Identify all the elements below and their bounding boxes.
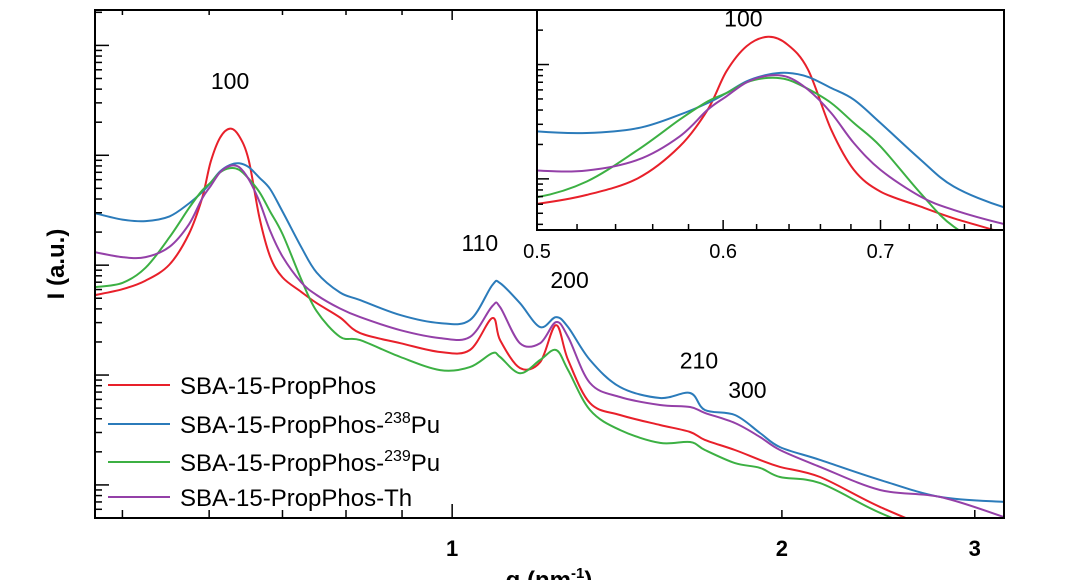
inset-plot-area — [537, 35, 1004, 230]
peak-label-200: 200 — [550, 267, 588, 293]
peak-label-300: 300 — [728, 377, 766, 403]
peak-label-110: 110 — [462, 230, 499, 256]
legend-label-2: SBA-15-PropPhos-239Pu — [180, 448, 440, 477]
x-axis-label: q (nm-1) — [506, 565, 593, 580]
series-line-3 — [95, 164, 1004, 518]
legend-label-0: SBA-15-PropPhos — [180, 373, 376, 400]
series-line-0 — [95, 127, 909, 518]
inset-x-tick-label: 0.6 — [709, 241, 737, 263]
inset-series-line-0 — [537, 35, 997, 230]
x-tick-label: 3 — [969, 536, 981, 561]
inset-x-tick-label: 0.7 — [867, 241, 895, 263]
inset-x-tick-label: 0.5 — [523, 241, 551, 263]
x-tick-label: 1 — [446, 536, 458, 561]
main-plot-area — [95, 127, 1004, 518]
main-frame — [94, 9, 1005, 519]
series-line-2 — [95, 166, 895, 518]
inset-background — [537, 10, 1004, 230]
legend: SBA-15-PropPhos SBA-15-PropPhos-238Pu SBA-… — [108, 373, 440, 512]
peak-label-210: 210 — [680, 347, 718, 373]
peak-label-100: 100 — [211, 68, 249, 94]
y-axis-label: I (a.u.) — [43, 229, 70, 300]
legend-label-3: SBA-15-PropPhos-Th — [180, 485, 412, 512]
inset-series-line-3 — [537, 73, 1004, 226]
x-tick-label: 2 — [776, 536, 788, 561]
legend-label-1: SBA-15-PropPhos-238Pu — [180, 410, 440, 439]
